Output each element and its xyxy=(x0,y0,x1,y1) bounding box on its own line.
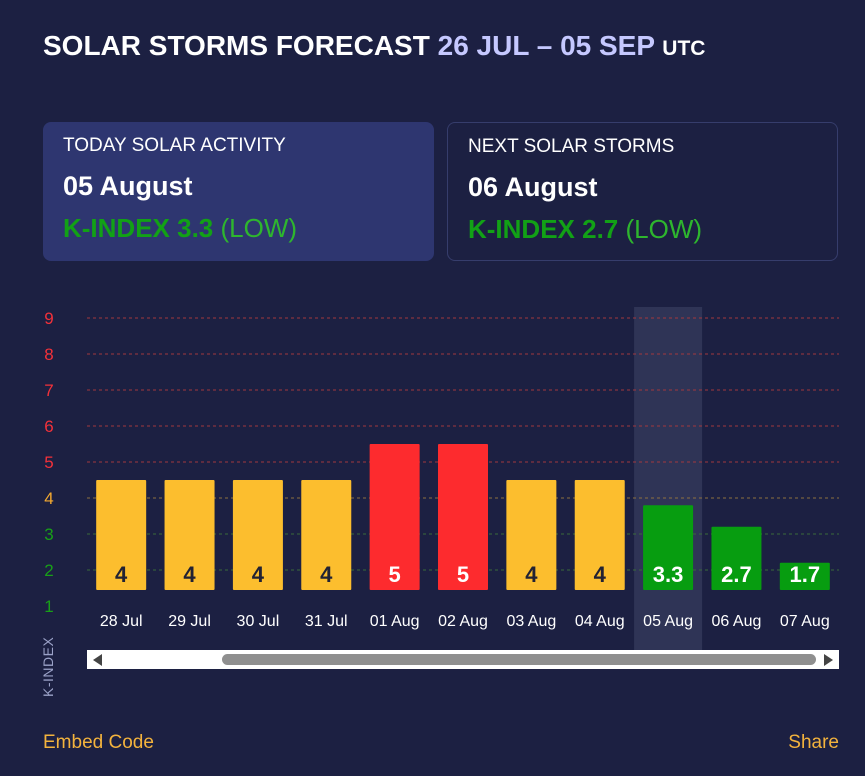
bar-value-label: 4 xyxy=(183,562,196,587)
chevron-left-icon[interactable] xyxy=(93,654,102,666)
bar-value-label: 1.7 xyxy=(790,562,821,587)
y-tick-label: 7 xyxy=(44,381,53,400)
next-storms-card: NEXT SOLAR STORMS 06 August K-INDEX 2.7 … xyxy=(447,122,838,261)
embed-code-link[interactable]: Embed Code xyxy=(43,732,154,753)
bar-31-jul xyxy=(301,480,352,590)
share-link[interactable]: Share xyxy=(788,732,839,753)
timezone-label: UTC xyxy=(662,37,706,60)
x-tick-label: 01 Aug xyxy=(370,613,420,630)
next-card-kindex: K-INDEX 2.7 (LOW) xyxy=(468,214,817,245)
chart-scrollbar[interactable] xyxy=(87,650,839,669)
bar-03-aug xyxy=(506,480,557,590)
scrollbar-thumb[interactable] xyxy=(222,654,816,665)
today-card-label: TODAY SOLAR ACTIVITY xyxy=(63,135,286,156)
next-kindex-value: K-INDEX 2.7 xyxy=(468,214,619,244)
x-tick-label: 28 Jul xyxy=(100,613,143,630)
bar-value-label: 4 xyxy=(525,562,538,587)
y-tick-label: 8 xyxy=(44,345,53,364)
bar-30-jul xyxy=(232,480,283,590)
x-tick-label: 05 Aug xyxy=(643,613,693,630)
today-kindex-level: (LOW) xyxy=(220,213,298,243)
bar-06-aug xyxy=(711,526,762,590)
y-tick-label: 9 xyxy=(44,309,53,328)
bar-value-label: 3.3 xyxy=(653,562,684,587)
today-card-date: 05 August xyxy=(63,171,193,201)
y-tick-label: 5 xyxy=(44,453,53,472)
page-title: SOLAR STORMS FORECAST 26 JUL – 05 SEP UT… xyxy=(43,30,705,62)
y-tick-label: 1 xyxy=(44,597,53,616)
y-axis-label: K-INDEX xyxy=(40,636,56,697)
bar-value-label: 4 xyxy=(115,562,128,587)
next-card-label: NEXT SOLAR STORMS xyxy=(468,136,675,157)
bar-01-aug xyxy=(369,444,420,590)
x-tick-label: 04 Aug xyxy=(575,613,625,630)
bar-05-aug xyxy=(643,505,694,590)
y-tick-label: 4 xyxy=(44,489,53,508)
bar-28-jul xyxy=(96,480,147,590)
bar-value-label: 4 xyxy=(320,562,333,587)
y-tick-label: 2 xyxy=(44,561,53,580)
chevron-right-icon[interactable] xyxy=(824,654,833,666)
x-tick-label: 30 Jul xyxy=(237,613,280,630)
bar-value-label: 2.7 xyxy=(721,562,752,587)
kindex-bar-chart: 1 2 3 4 5 6 7 8 9 4 28 Jul 4 29 Jul 4 30 Jul 4 31 Jul 5 01… xyxy=(44,307,839,650)
highlight-band xyxy=(634,307,703,650)
x-tick-label: 29 Jul xyxy=(168,613,211,630)
bar-02-aug xyxy=(438,444,488,590)
bar-value-label: 5 xyxy=(457,562,469,587)
today-kindex-value: K-INDEX 3.3 xyxy=(63,213,214,243)
y-tick-label: 3 xyxy=(44,525,53,544)
bar-value-label: 4 xyxy=(594,562,607,587)
next-kindex-level: (LOW) xyxy=(625,214,703,244)
bar-value-label: 4 xyxy=(252,562,265,587)
x-tick-label: 03 Aug xyxy=(506,613,556,630)
date-range: 26 JUL – 05 SEP xyxy=(437,30,655,61)
bar-04-aug xyxy=(574,480,625,590)
bar-07-aug xyxy=(779,562,830,590)
x-tick-label: 02 Aug xyxy=(438,613,488,630)
today-card-kindex: K-INDEX 3.3 (LOW) xyxy=(63,213,414,244)
x-tick-label: 07 Aug xyxy=(780,613,830,630)
bar-value-label: 5 xyxy=(389,562,401,587)
title-text: SOLAR STORMS FORECAST xyxy=(43,30,430,61)
today-activity-card: TODAY SOLAR ACTIVITY 05 August K-INDEX 3… xyxy=(43,122,434,261)
bar-29-jul xyxy=(164,480,215,590)
next-card-date: 06 August xyxy=(468,172,598,202)
y-tick-label: 6 xyxy=(44,417,53,436)
x-tick-label: 31 Jul xyxy=(305,613,348,630)
x-tick-label: 06 Aug xyxy=(712,613,762,630)
